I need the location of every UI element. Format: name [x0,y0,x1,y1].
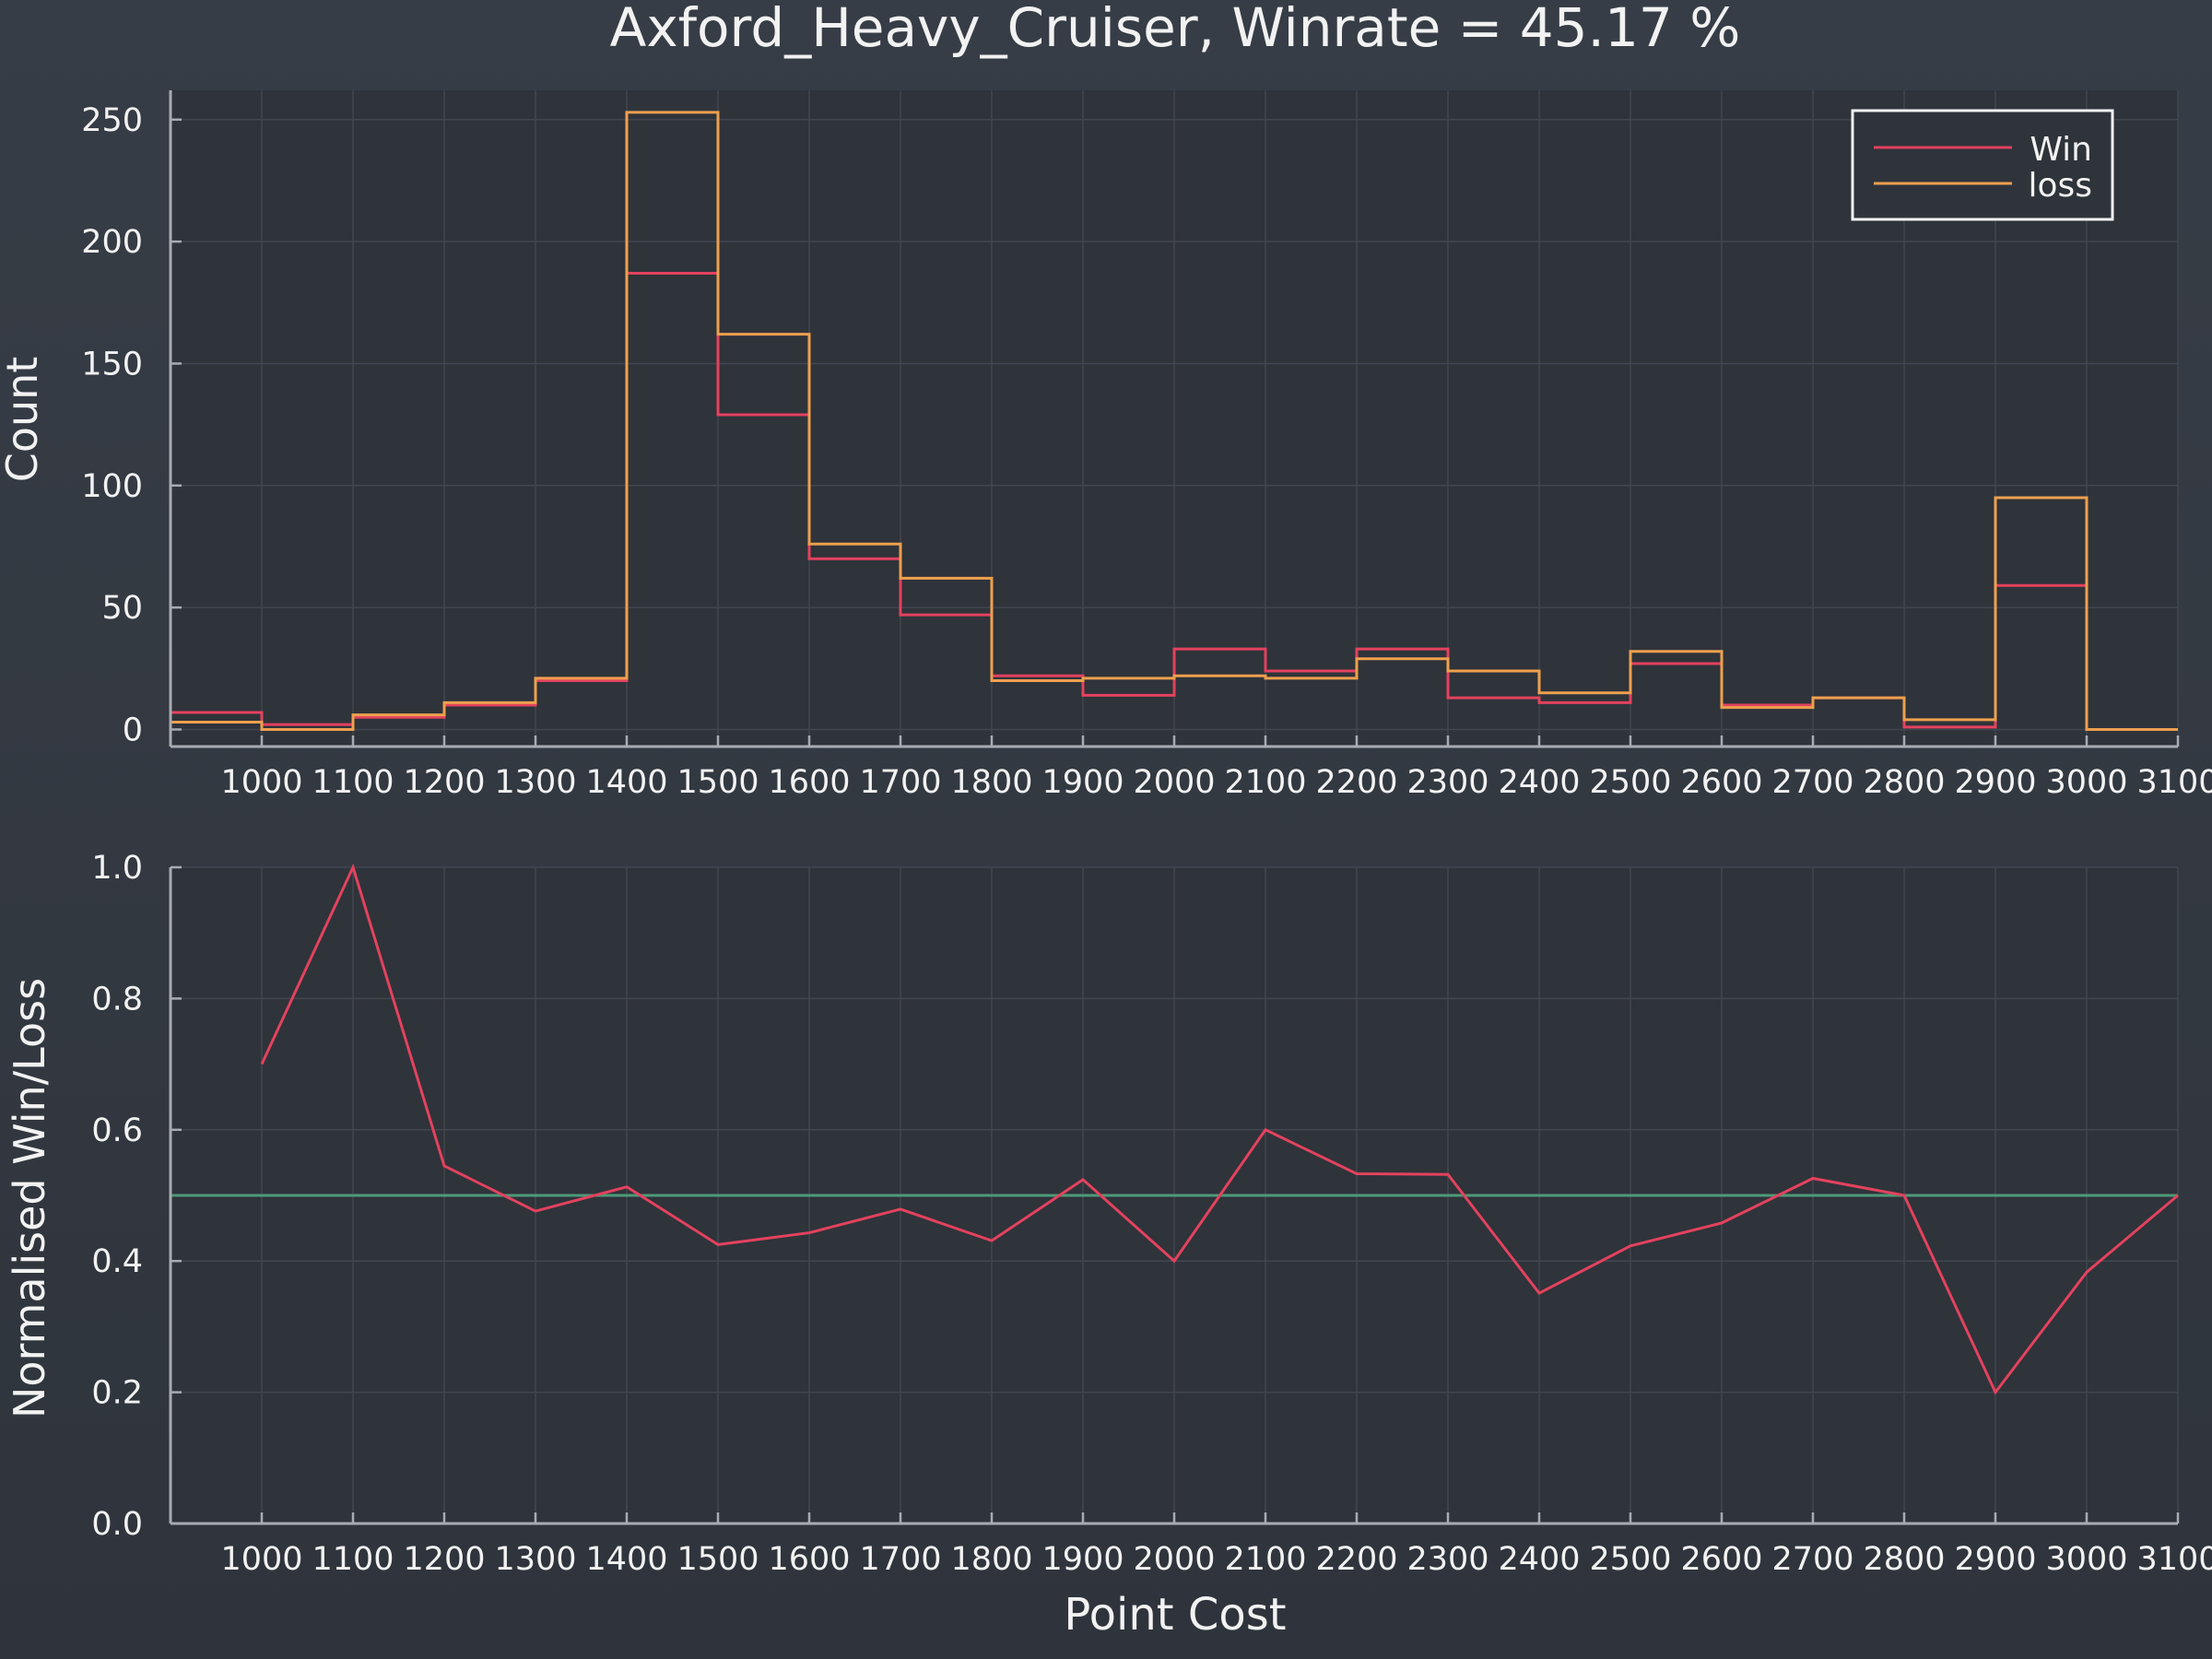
histogram-series [171,111,2178,731]
ratio-x-tick-label: 1800 [950,1541,1032,1578]
ratio-x-tick-label: 1200 [403,1541,485,1578]
ratio-x-tick-label: 2000 [1133,1541,1215,1578]
ratio-panel: 1000 1100 1200 1300 1400 1500 1600 1700 1800 1900… [5,850,2212,1641]
histogram-x-tick-label: 1000 [220,764,302,801]
histogram-series-loss [171,111,2178,731]
histogram-x-tick-label: 2900 [1954,764,2036,801]
ratio-x-tick-label: 2500 [1589,1541,1671,1578]
histogram-axes: 1000 1100 1200 1300 1400 1500 1600 1700 1800 1900… [81,90,2212,801]
histogram-x-tick-label: 3000 [2045,764,2127,801]
ratio-x-tick-label: 1100 [312,1541,394,1578]
ratio-y-tick-label: 1.0 [91,850,143,887]
histogram-x-tick-label: 2300 [1406,764,1488,801]
ratio-x-tick-label: 1300 [494,1541,576,1578]
histogram-x-tick-label: 1300 [494,764,576,801]
histogram-x-tick-label: 2400 [1498,764,1580,801]
ratio-y-axis-label: Normalised Win/Loss [5,978,54,1418]
histogram-x-tick-label: 2600 [1680,764,1762,801]
x-axis-label: Point Cost [1064,1589,1286,1641]
ratio-x-tick-label: 2700 [1771,1541,1853,1578]
ratio-x-tick-label: 2400 [1498,1541,1580,1578]
histogram-x-tick-label: 1100 [312,764,394,801]
ratio-x-tick-label: 2900 [1954,1541,2036,1578]
histogram-y-tick-label: 50 [101,590,143,627]
histogram-y-tick-label: 250 [81,102,143,139]
figure-title: Axford_Heavy_Cruiser, Winrate = 45.17 % [610,0,1741,59]
histogram-x-tick-label: 2500 [1589,764,1671,801]
ratio-y-tick-label: 0.6 [91,1112,143,1149]
ratio-x-tick-label: 1600 [768,1541,850,1578]
legend-box [1851,109,2114,221]
ratio-axes: 1000 1100 1200 1300 1400 1500 1600 1700 1800 1900… [91,850,2212,1578]
ratio-x-tick-label: 2300 [1406,1541,1488,1578]
ratio-x-tick-label: 2600 [1680,1541,1762,1578]
ratio-y-tick-label: 0.8 [91,981,143,1018]
ratio-x-tick-label: 3000 [2045,1541,2127,1578]
ratio-x-tick-label: 1700 [859,1541,941,1578]
histogram-y-tick-label: 200 [81,224,143,261]
ratio-x-tick-label: 1000 [220,1541,302,1578]
ratio-y-tick-label: 0.4 [91,1243,143,1280]
legend-label-loss: loss [2028,167,2092,205]
legend-label-win: Win [2030,131,2092,169]
ratio-x-tick-label: 1500 [677,1541,759,1578]
ratio-x-tick-label: 1900 [1041,1541,1124,1578]
ratio-y-tick-label: 0.0 [91,1506,143,1543]
histogram-x-tick-label: 1200 [403,764,485,801]
ratio-x-tick-label: 2200 [1315,1541,1397,1578]
legend: Win loss [1851,109,2114,221]
histogram-x-tick-label: 2100 [1224,764,1306,801]
ratio-x-tick-label: 1400 [585,1541,667,1578]
ratio-x-tick-label: 2800 [1863,1541,1945,1578]
histogram-y-tick-label: 150 [81,346,143,382]
histogram-y-tick-label: 0 [123,712,143,748]
histogram-x-tick-label: 2000 [1133,764,1215,801]
ratio-series [171,863,2179,1395]
ratio-x-tick-label: 3100 [2136,1541,2212,1578]
histogram-x-tick-label: 3100 [2136,764,2212,801]
histogram-x-tick-label: 2800 [1863,764,1945,801]
ratio-line [260,863,2179,1395]
ratio-x-tick-label: 2100 [1224,1541,1306,1578]
histogram-x-tick-label: 1600 [768,764,850,801]
histogram-x-tick-label: 2200 [1315,764,1397,801]
histogram-x-tick-label: 1500 [677,764,759,801]
histogram-y-axis-label: Count [0,357,47,483]
histogram-x-tick-label: 1800 [950,764,1032,801]
ratio-y-tick-label: 0.2 [91,1375,143,1412]
histogram-panel: 1000 1100 1200 1300 1400 1500 1600 1700 1800 1900… [0,90,2212,801]
histogram-x-tick-label: 1400 [585,764,667,801]
histogram-y-tick-label: 100 [81,468,143,505]
histogram-x-tick-label: 1900 [1041,764,1124,801]
histogram-x-tick-label: 1700 [859,764,941,801]
histogram-x-tick-label: 2700 [1771,764,1853,801]
